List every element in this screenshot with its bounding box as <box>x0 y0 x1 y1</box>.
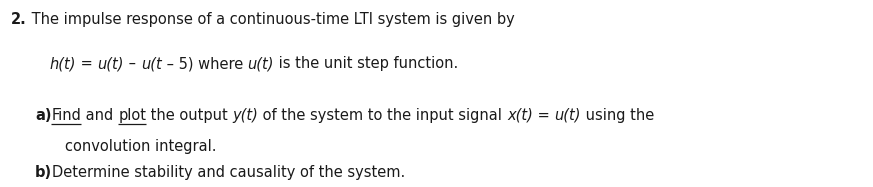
Text: h(t): h(t) <box>50 56 76 71</box>
Text: Find: Find <box>52 108 81 123</box>
Text: –: – <box>124 56 141 71</box>
Text: The impulse response of a continuous-time LTI system is given by: The impulse response of a continuous-tim… <box>27 12 515 27</box>
Text: the output: the output <box>146 108 232 123</box>
Text: plot: plot <box>118 108 146 123</box>
Text: 2.: 2. <box>11 12 27 27</box>
Text: using the: using the <box>581 108 654 123</box>
Text: Determine stability and causality of the system.: Determine stability and causality of the… <box>52 165 405 180</box>
Text: u(t: u(t <box>141 56 162 71</box>
Text: b): b) <box>35 165 52 180</box>
Text: x(t): x(t) <box>507 108 533 123</box>
Text: and: and <box>81 108 118 123</box>
Text: a): a) <box>35 108 52 123</box>
Text: of the system to the input signal: of the system to the input signal <box>258 108 507 123</box>
Text: convolution integral.: convolution integral. <box>65 139 217 154</box>
Text: u(t): u(t) <box>554 108 581 123</box>
Text: =: = <box>533 108 554 123</box>
Text: =: = <box>76 56 98 71</box>
Text: u(t): u(t) <box>247 56 274 71</box>
Text: – 5) where: – 5) where <box>162 56 247 71</box>
Text: is the unit step function.: is the unit step function. <box>274 56 458 71</box>
Text: y(t): y(t) <box>232 108 258 123</box>
Text: u(t): u(t) <box>98 56 124 71</box>
